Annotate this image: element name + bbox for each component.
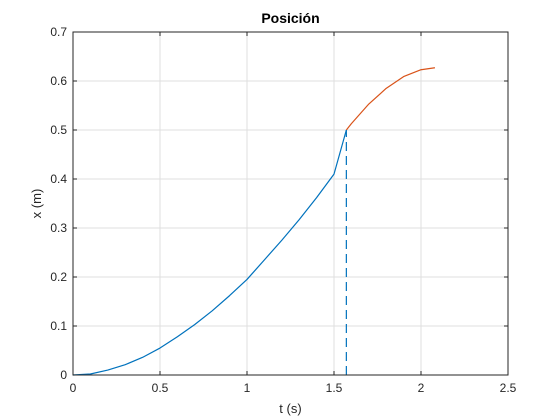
x-tick-label: 0.5 — [152, 381, 169, 395]
series-group — [72, 67, 436, 376]
y-axis-label: x (m) — [29, 189, 44, 219]
series-line-1 — [72, 129, 347, 376]
y-tick-label: 0 — [60, 368, 67, 382]
y-tick-label: 0.4 — [50, 172, 67, 186]
y-tick-label: 0.2 — [50, 270, 67, 284]
series-line-2 — [345, 67, 436, 131]
chart-title: Posición — [261, 10, 319, 26]
y-tick-label: 0.6 — [50, 74, 67, 88]
x-tick-label: 0 — [70, 381, 77, 395]
y-tick-label: 0.5 — [50, 123, 67, 137]
y-tick-label: 0.7 — [50, 25, 67, 39]
x-tick-label: 2.5 — [500, 381, 517, 395]
ticks: 0 0.5 1 1.5 2 2.5 0 0.1 0.2 0.3 0.4 0.5 0.6 0.7 — [50, 25, 516, 395]
x-tick-label: 2 — [418, 381, 425, 395]
x-axis-label: t (s) — [279, 401, 301, 416]
y-tick-label: 0.3 — [50, 221, 67, 235]
y-tick-label: 0.1 — [50, 319, 67, 333]
axes-box — [72, 31, 509, 376]
x-tick-label: 1.5 — [326, 381, 343, 395]
x-tick-label: 1 — [244, 381, 251, 395]
